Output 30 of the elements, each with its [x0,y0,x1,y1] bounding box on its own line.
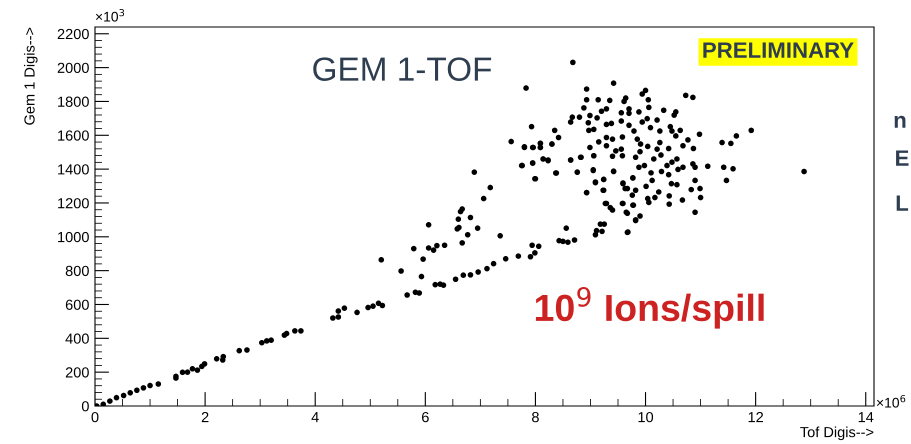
text: n [894,116,906,128]
x-tick-label: 12 [748,412,764,422]
text: L [896,195,908,211]
y-tick-label: 1800 [58,96,89,107]
text: E [896,150,909,166]
y-tick-label: 1600 [58,130,89,141]
y-axis-title: Gem 1 Digis--> [24,28,38,125]
y-tick-label: 2000 [58,62,89,74]
y-tick-label: 600 [66,300,89,310]
x-tick-label: 8 [532,412,539,422]
y-tick-label: 1000 [58,232,89,242]
x-tick-label: 4 [311,412,319,422]
y-tick-label: 400 [65,333,89,344]
y-tick-label: 800 [66,266,89,276]
y-tick-label: 200 [66,367,89,378]
y-tick-label: 2200 [58,28,89,40]
x-tick-label: 0 [92,412,98,422]
y-tick-label: 0 [82,401,89,412]
annotation: PRELIMINARY [703,42,854,58]
x-tick-label: 14 [858,412,874,422]
y-tick-label: 1200 [58,198,89,208]
x-tick-label: 6 [422,412,429,422]
annotation: 10$^{9}$ Ions/spill [536,287,764,329]
text: ×10$^{3}$ [96,8,124,22]
x-tick-label: 2 [202,412,208,422]
x-tick-label: 10 [638,412,654,422]
annotation: GEM 1-TOF [313,57,492,81]
y-tick-label: 1400 [58,164,89,175]
text: ×10$^{6}$ [876,394,906,408]
x-axis-title: Tof Digis--> [800,426,874,440]
